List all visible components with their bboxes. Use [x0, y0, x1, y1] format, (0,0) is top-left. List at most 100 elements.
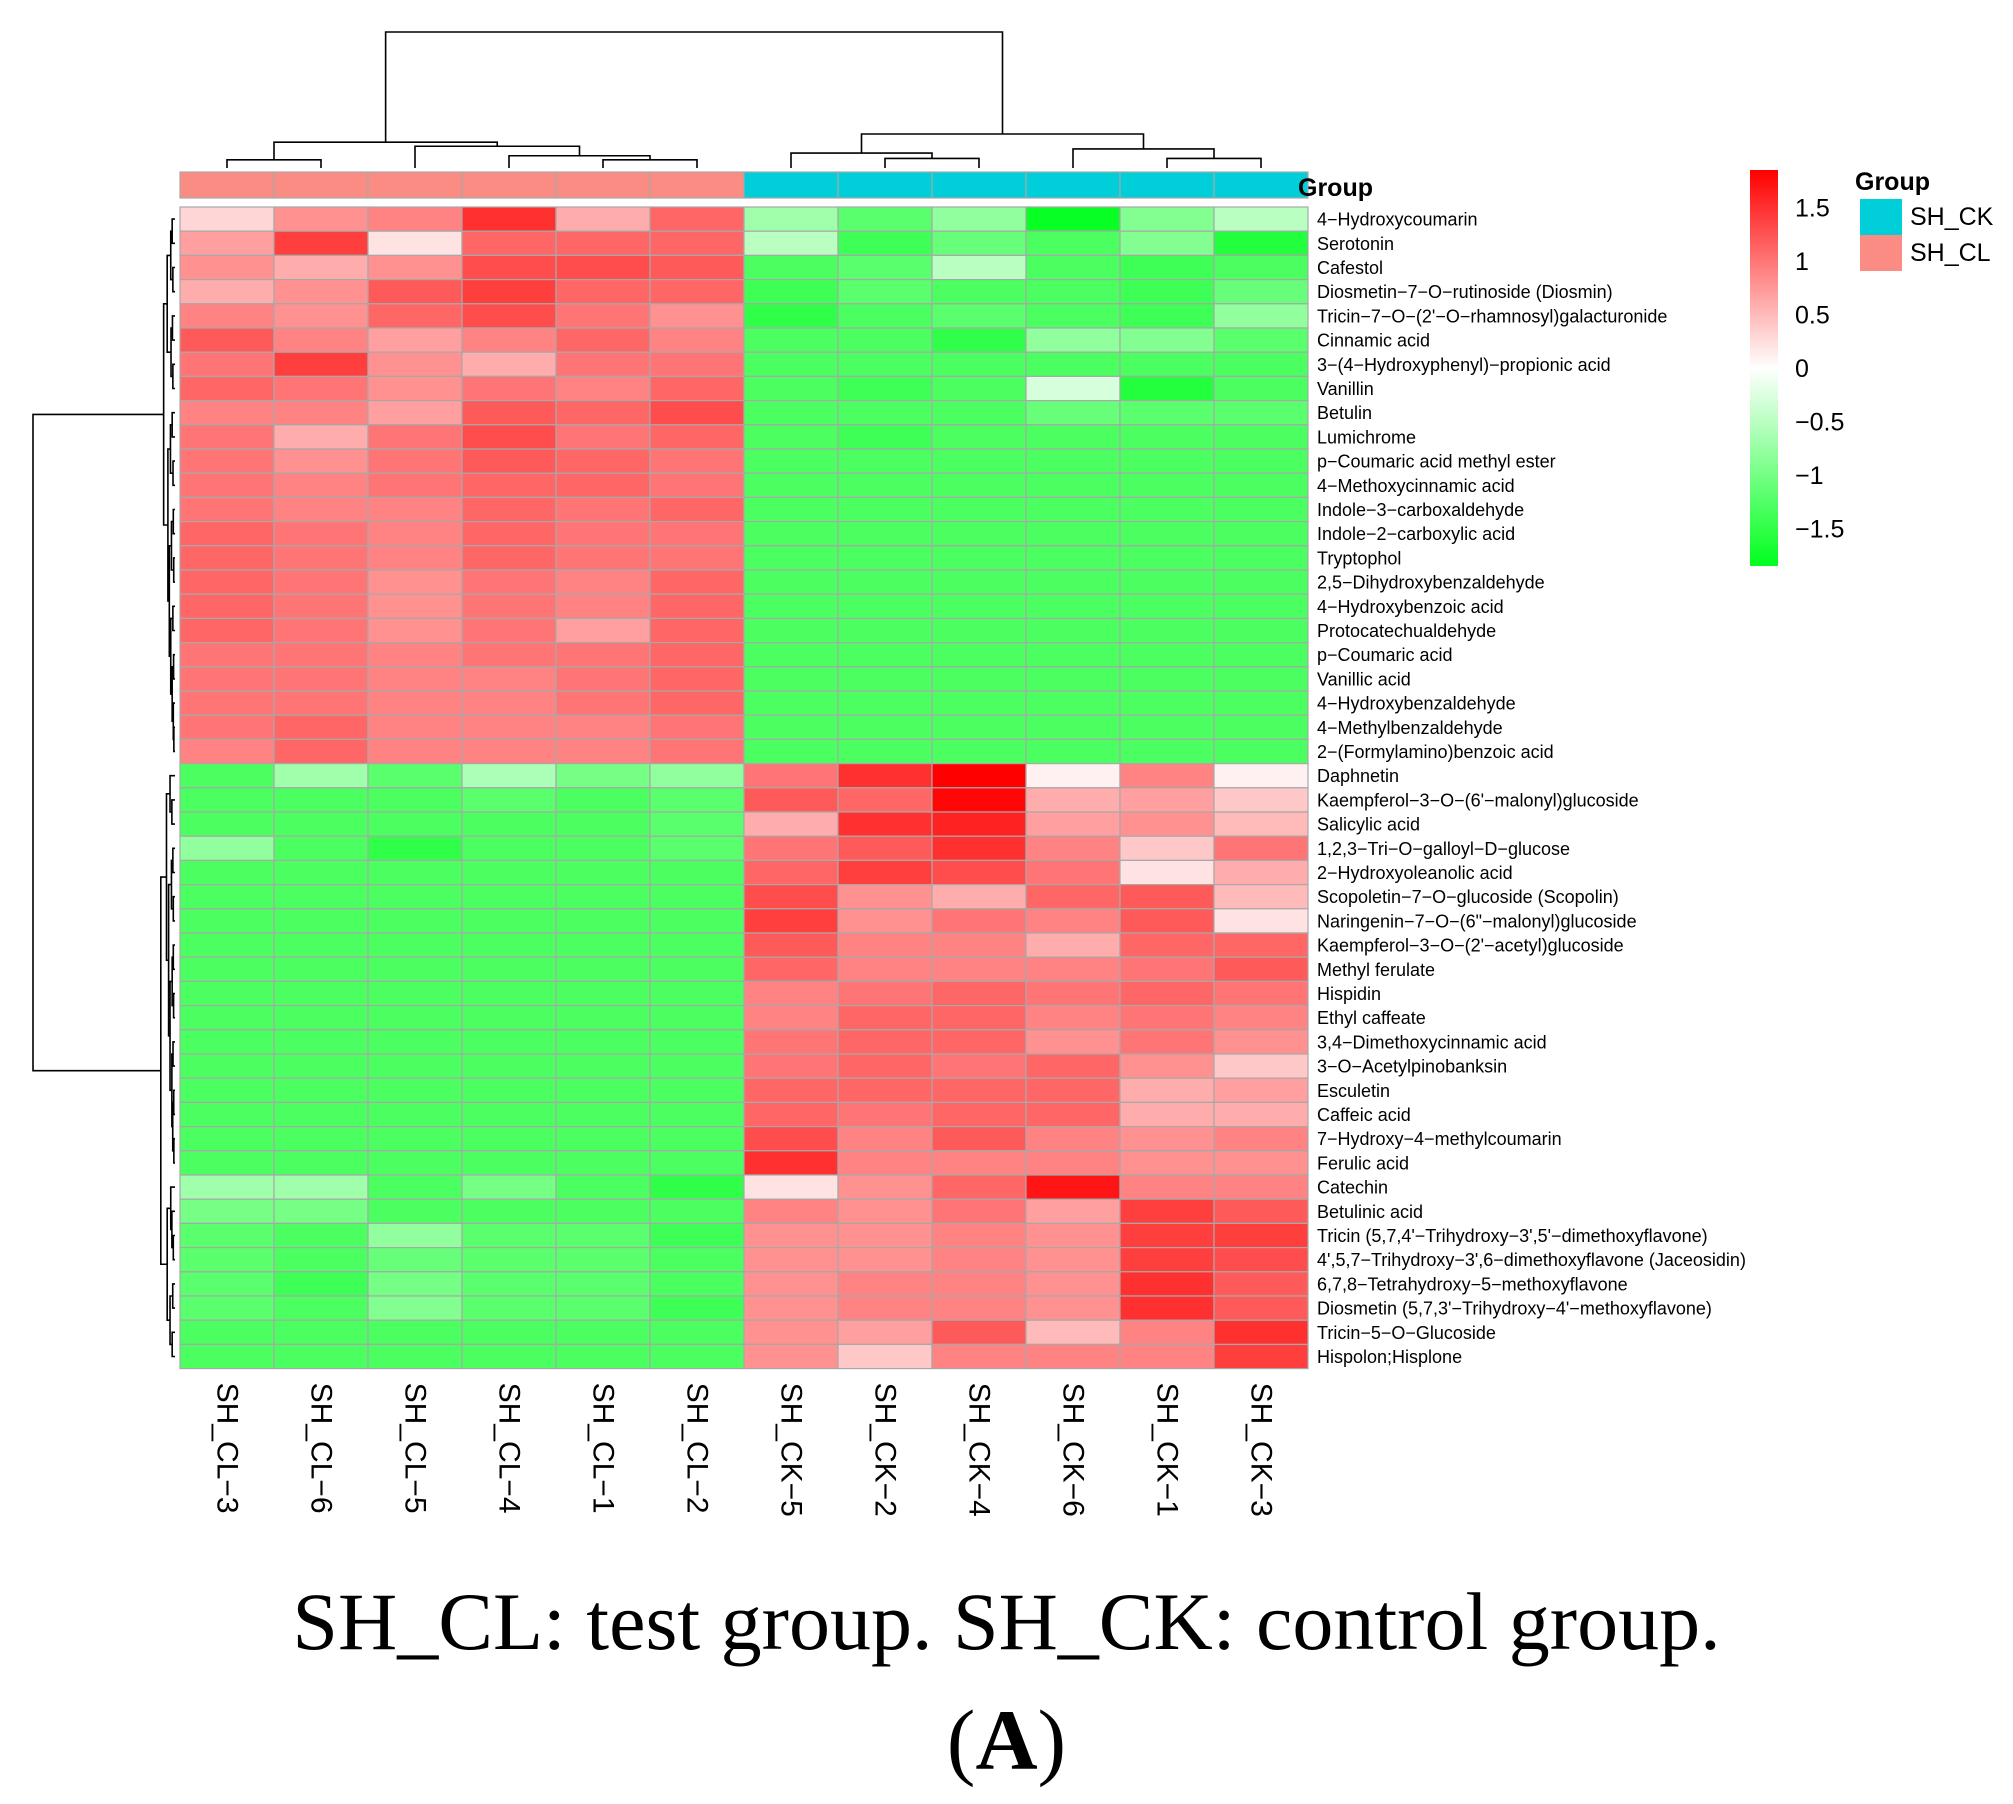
dendrogram-branch	[172, 847, 175, 874]
heatmap-cell	[273, 956, 369, 983]
heatmap-cell	[367, 787, 463, 813]
heatmap-cell	[837, 811, 933, 837]
heatmap-cell	[1119, 932, 1215, 958]
heatmap-cell	[555, 1101, 651, 1128]
heatmap-cell	[1213, 400, 1309, 426]
heatmap-cell	[555, 545, 651, 571]
heatmap-cell	[179, 520, 275, 547]
heatmap-cell	[649, 569, 745, 595]
heatmap-cell	[837, 641, 933, 668]
heatmap-cell	[1025, 1319, 1121, 1345]
column-dendrogram	[226, 31, 1262, 168]
dendrogram-branch	[172, 1089, 175, 1116]
heatmap-cell	[1119, 424, 1215, 450]
dendrogram-branch	[172, 363, 175, 390]
heatmap-cell	[179, 593, 275, 620]
dendrogram-branch	[172, 605, 175, 632]
heatmap-cell	[649, 303, 745, 329]
heatmap-cell	[179, 617, 275, 644]
heatmap-cell	[1119, 1271, 1215, 1297]
heatmap-cell	[1119, 1319, 1215, 1345]
heatmap-cell	[1119, 787, 1215, 813]
heatmap-cell	[649, 351, 745, 378]
column-label: SH_CL−4	[493, 1383, 526, 1514]
heatmap-cell	[649, 375, 745, 402]
heatmap-cell	[837, 883, 933, 910]
heatmap-cell	[461, 1222, 557, 1249]
heatmap-cell	[649, 714, 745, 741]
row-label: 4−Hydroxycoumarin	[1317, 210, 1478, 230]
heatmap-cell	[649, 400, 745, 426]
heatmap-cell	[555, 1077, 651, 1103]
heatmap-cell	[743, 1319, 839, 1345]
heatmap-cell	[179, 1101, 275, 1128]
heatmap-cell	[649, 1174, 745, 1200]
heatmap-cell	[273, 1246, 369, 1273]
heatmap-cell	[1025, 545, 1121, 571]
dendrogram-branch	[172, 895, 175, 922]
heatmap-cell	[555, 351, 651, 378]
heatmap-cell	[931, 1198, 1027, 1224]
heatmap-cell	[837, 1198, 933, 1224]
legend-label: SH_CL	[1910, 239, 1991, 267]
dendrogram-branch	[171, 315, 175, 341]
heatmap-cell	[649, 932, 745, 958]
heatmap-cell	[1213, 375, 1309, 402]
heatmap-cell	[1025, 1125, 1121, 1152]
heatmap-cell	[555, 1029, 651, 1055]
heatmap-cell	[1213, 956, 1309, 983]
heatmap-cell	[273, 206, 369, 232]
heatmap-cell	[367, 327, 463, 353]
heatmap-cell	[1213, 230, 1309, 256]
dendrogram-branch	[32, 413, 164, 1072]
row-label: 4',5,7−Trihydroxy−3',6−dimethoxyflavone …	[1317, 1250, 1746, 1270]
column-label: SH_CK−2	[869, 1383, 902, 1517]
heatmap-cell	[743, 400, 839, 426]
dendrogram-branch	[172, 460, 175, 487]
heatmap-cell	[837, 496, 933, 523]
heatmap-cell	[649, 472, 745, 499]
heatmap-cell	[1119, 666, 1215, 692]
row-label: Betulin	[1317, 403, 1372, 423]
heatmap-cell	[931, 569, 1027, 595]
heatmap-cell	[743, 1343, 839, 1370]
heatmap-cell	[1025, 472, 1121, 499]
heatmap-cell	[1213, 1295, 1309, 1321]
heatmap-cell	[1025, 641, 1121, 668]
heatmap-cell	[931, 1174, 1027, 1200]
heatmap-cell	[367, 375, 463, 402]
heatmap-cell	[555, 956, 651, 983]
heatmap-cell	[649, 980, 745, 1007]
group-annotation-cell	[649, 171, 745, 199]
heatmap-cell	[555, 1343, 651, 1370]
heatmap-cell	[555, 787, 651, 813]
heatmap-cell	[1119, 883, 1215, 910]
heatmap-cell	[179, 1125, 275, 1152]
heatmap-cell	[367, 472, 463, 499]
heatmap-cell	[555, 375, 651, 402]
heatmap-cell	[743, 254, 839, 281]
row-label: 4−Methylbenzaldehyde	[1317, 718, 1503, 738]
heatmap-cell	[837, 400, 933, 426]
heatmap-cell	[273, 1271, 369, 1297]
heatmap-cell	[179, 254, 275, 281]
heatmap-cell	[1025, 787, 1121, 813]
row-label: Methyl ferulate	[1317, 960, 1435, 980]
heatmap-cell	[555, 496, 651, 523]
heatmap-cell	[743, 690, 839, 716]
heatmap-cell	[367, 932, 463, 958]
heatmap-cell	[931, 883, 1027, 910]
heatmap-cell	[461, 762, 557, 789]
row-label: Tricin−7−O−(2'−O−rhamnosyl)galacturonide	[1317, 306, 1667, 326]
heatmap-cell	[461, 956, 557, 983]
heatmap-cell	[179, 448, 275, 474]
heatmap-cell	[273, 980, 369, 1007]
heatmap-cell	[1025, 690, 1121, 716]
heatmap-cell	[837, 569, 933, 595]
heatmap-cell	[649, 1343, 745, 1370]
heatmap-cell	[1119, 1174, 1215, 1200]
row-label: Serotonin	[1317, 234, 1394, 254]
heatmap-cell	[367, 254, 463, 281]
heatmap-cell	[931, 1077, 1027, 1103]
heatmap-cell	[367, 206, 463, 232]
